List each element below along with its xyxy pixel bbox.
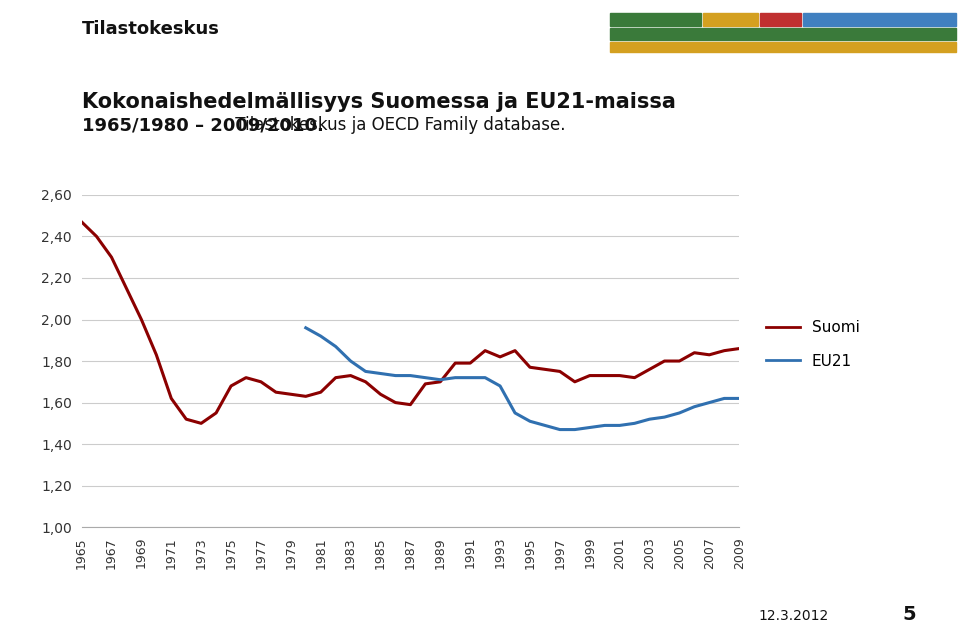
Text: 5: 5 [902, 605, 916, 624]
Text: Kokonaishedelmällisyys Suomessa ja EU21-maissa: Kokonaishedelmällisyys Suomessa ja EU21-… [82, 92, 676, 112]
Text: Tilastokeskus ja OECD Family database.: Tilastokeskus ja OECD Family database. [230, 116, 565, 134]
Text: 12.3.2012: 12.3.2012 [758, 609, 828, 623]
Text: Tilastokeskus: Tilastokeskus [82, 20, 220, 38]
Text: 1965/1980 – 2009/2010.: 1965/1980 – 2009/2010. [82, 116, 324, 134]
Legend: Suomi, EU21: Suomi, EU21 [760, 314, 866, 374]
